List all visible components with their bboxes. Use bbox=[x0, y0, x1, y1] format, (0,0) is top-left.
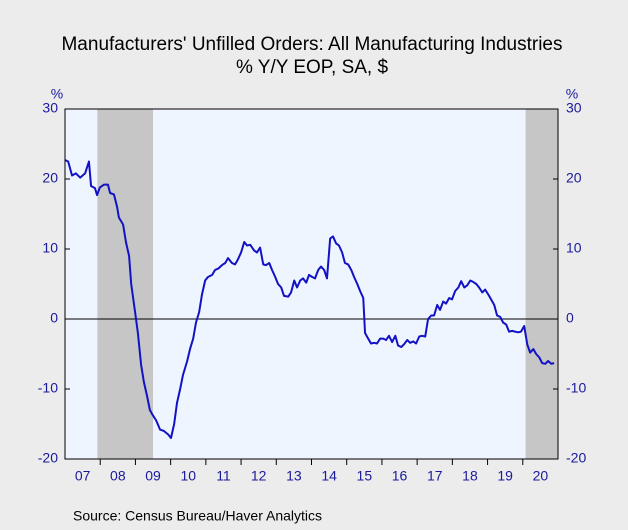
x-tick-label: 18 bbox=[462, 468, 478, 484]
y2-tick-label: -20 bbox=[566, 450, 586, 466]
x-tick-label: 16 bbox=[392, 468, 408, 484]
x-tick-label: 17 bbox=[427, 468, 443, 484]
source-note: Source: Census Bureau/Haver Analytics bbox=[73, 508, 322, 524]
y-unit-label: % bbox=[51, 86, 63, 102]
y2-tick-label: 0 bbox=[566, 310, 574, 326]
x-tick-label: 19 bbox=[497, 468, 513, 484]
y-tick-label: -10 bbox=[38, 380, 58, 396]
y-tick-label: -20 bbox=[38, 450, 58, 466]
x-tick-label: 15 bbox=[357, 468, 373, 484]
x-tick-label: 12 bbox=[251, 468, 267, 484]
x-tick-label: 10 bbox=[180, 468, 196, 484]
y-tick-label: 10 bbox=[42, 240, 58, 256]
x-tick-label: 20 bbox=[533, 468, 549, 484]
data-line bbox=[64, 159, 555, 439]
y2-tick-label: 20 bbox=[566, 170, 582, 186]
y2-tick-label: 10 bbox=[566, 240, 582, 256]
y2-tick-label: -10 bbox=[566, 380, 586, 396]
x-tick-label: 07 bbox=[75, 468, 91, 484]
y-tick-label: 30 bbox=[42, 100, 58, 116]
plot-frame bbox=[64, 108, 559, 460]
x-tick-label: 11 bbox=[216, 468, 231, 484]
recession-shade bbox=[525, 109, 558, 459]
y2-unit-label: % bbox=[566, 86, 578, 102]
y2-tick-label: 30 bbox=[566, 100, 582, 116]
x-tick-label: 08 bbox=[110, 468, 126, 484]
chart-subtitle: % Y/Y EOP, SA, $ bbox=[236, 57, 389, 78]
recession-shade bbox=[97, 109, 154, 459]
x-tick-label: 09 bbox=[145, 468, 161, 484]
x-tick-label: 13 bbox=[286, 468, 302, 484]
y-tick-label: 0 bbox=[50, 310, 58, 326]
x-tick-label: 14 bbox=[321, 468, 337, 484]
chart-title: Manufacturers' Unfilled Orders: All Manu… bbox=[61, 34, 562, 55]
y-tick-label: 20 bbox=[42, 170, 58, 186]
